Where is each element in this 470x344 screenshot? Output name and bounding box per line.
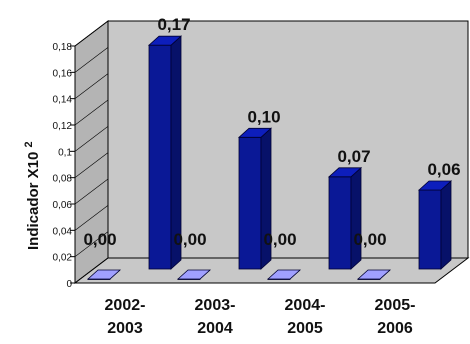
x-category-label-line: 2003- bbox=[195, 297, 236, 314]
bar-front bbox=[418, 189, 442, 270]
y-tick-label: 0 bbox=[66, 279, 72, 290]
y-gridline-diagonal bbox=[74, 205, 109, 231]
bar-top bbox=[327, 167, 363, 178]
x-category-label-line: 2004 bbox=[197, 320, 233, 337]
data-label: 0,00 bbox=[83, 230, 116, 249]
bar-top bbox=[147, 35, 183, 46]
bar-front bbox=[238, 136, 262, 270]
x-category-label-line: 2006 bbox=[377, 320, 413, 337]
y-gridline-diagonal bbox=[74, 73, 109, 99]
x-axis-categories: 2002- 2003 2003- 2004 2004- 2005 2005- 2006 bbox=[105, 297, 416, 337]
bar-front bbox=[148, 44, 172, 270]
y-gridline-diagonal bbox=[74, 99, 109, 126]
y-tick-label: 0,16 bbox=[53, 68, 73, 79]
y-tick-label: 0,08 bbox=[53, 174, 73, 185]
data-label: 0,00 bbox=[263, 230, 296, 249]
y-tick-label: 0,14 bbox=[53, 95, 73, 106]
data-label: 0,00 bbox=[173, 230, 206, 249]
y-tick-label: 0,02 bbox=[53, 253, 73, 264]
y-gridline-diagonal bbox=[74, 47, 109, 73]
y-gridline-diagonal bbox=[74, 231, 109, 257]
x-category-label: 2003- 2004 bbox=[195, 297, 236, 337]
y-gridline-diagonal bbox=[74, 152, 109, 178]
y-axis-ticks: 0 0,02 0,04 0,06 0,08 0,1 0,12 0,14 0,16 0,18 bbox=[53, 20, 109, 290]
y-axis-label-text: Indicador X10 bbox=[25, 152, 42, 250]
data-label: 0,07 bbox=[337, 147, 370, 166]
y-axis-label: Indicador X10 2 bbox=[23, 141, 42, 250]
y-tick-label: 0,06 bbox=[53, 200, 73, 211]
y-gridline-diagonal bbox=[74, 257, 109, 284]
data-label: 0,10 bbox=[247, 107, 280, 126]
y-gridline-diagonal bbox=[74, 178, 109, 205]
y-tick-label: 0,04 bbox=[53, 226, 73, 237]
bar-top bbox=[176, 269, 212, 280]
x-category-label: 2004- 2005 bbox=[285, 297, 326, 337]
data-label: 0,17 bbox=[157, 15, 190, 34]
bar-top bbox=[356, 269, 392, 280]
bar-top bbox=[266, 269, 302, 280]
y-gridline-diagonal bbox=[74, 20, 109, 47]
bar-top bbox=[237, 127, 273, 138]
x-category-label-line: 2005 bbox=[287, 320, 323, 337]
y-gridline-diagonal bbox=[74, 126, 109, 152]
bar-front bbox=[328, 176, 352, 270]
x-category-label-line: 2005- bbox=[375, 297, 416, 314]
bar-side bbox=[350, 166, 362, 270]
y-tick-label: 0,1 bbox=[58, 147, 72, 158]
y-tick-label: 0,12 bbox=[53, 121, 73, 132]
bar-top bbox=[417, 180, 453, 191]
data-labels: 0,00 0,17 0,00 0,10 0,00 0,07 0,00 0,06 bbox=[83, 15, 460, 249]
chart-bars bbox=[86, 35, 453, 280]
x-category-label: 2005- 2006 bbox=[375, 297, 416, 337]
y-tick-label: 0,18 bbox=[53, 42, 73, 53]
data-label: 0,00 bbox=[353, 230, 386, 249]
x-category-label-line: 2003 bbox=[107, 320, 143, 337]
bar-side bbox=[440, 180, 452, 270]
y-axis-label-superscript: 2 bbox=[23, 141, 35, 147]
x-category-label-line: 2002- bbox=[105, 297, 146, 314]
bar-top bbox=[86, 269, 122, 280]
x-category-label-line: 2004- bbox=[285, 297, 326, 314]
data-label: 0,06 bbox=[427, 160, 460, 179]
x-category-label: 2002- 2003 bbox=[105, 297, 146, 337]
